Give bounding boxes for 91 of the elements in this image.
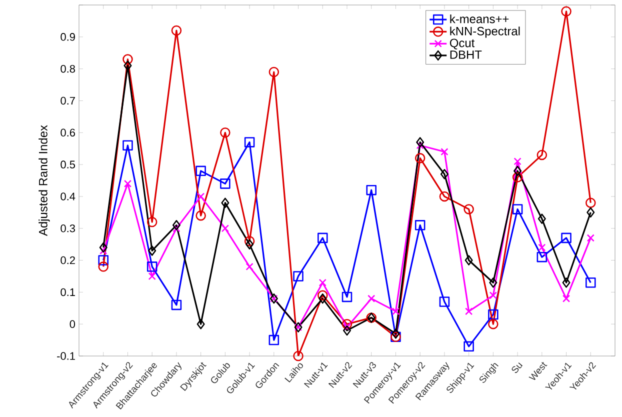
point — [148, 272, 156, 280]
point — [440, 168, 448, 180]
point — [440, 148, 448, 156]
point — [562, 277, 570, 288]
y-tick-label: 0.3 — [60, 224, 75, 232]
point — [318, 232, 328, 244]
point — [221, 198, 230, 208]
y-tick-label: 0.8 — [60, 64, 75, 73]
point — [318, 290, 328, 301]
point — [416, 142, 424, 150]
point — [318, 278, 326, 286]
point — [246, 262, 254, 270]
point — [342, 325, 352, 336]
point — [244, 236, 255, 246]
point — [414, 220, 426, 230]
point — [98, 255, 108, 266]
point — [512, 204, 523, 214]
y-tick-label: 0.1 — [60, 288, 75, 296]
point — [586, 234, 594, 242]
point — [122, 140, 133, 151]
legend-label: kNN-Spectral — [450, 26, 520, 38]
y-tick-label: 0.4 — [60, 192, 76, 200]
y-tick-label: 0.7 — [60, 96, 75, 105]
point — [464, 255, 473, 266]
point — [293, 350, 304, 362]
point — [489, 292, 498, 300]
point — [514, 158, 522, 166]
point — [268, 334, 280, 346]
point — [464, 341, 474, 352]
point — [171, 25, 182, 36]
point — [197, 192, 205, 200]
point — [536, 252, 548, 262]
x-tick-label: Su — [512, 362, 523, 373]
point — [196, 210, 206, 221]
point — [342, 292, 352, 302]
y-tick-label: 0.2 — [60, 256, 75, 264]
point — [293, 271, 304, 282]
point — [172, 220, 180, 230]
point — [561, 232, 572, 244]
point — [122, 54, 133, 64]
point — [342, 318, 352, 330]
point — [268, 66, 280, 78]
point — [146, 216, 158, 228]
legend-label: Qcut — [450, 38, 475, 50]
point — [586, 207, 595, 218]
point — [246, 239, 254, 250]
point — [392, 328, 400, 339]
point — [488, 309, 498, 320]
point — [489, 277, 498, 288]
point — [196, 166, 206, 176]
point — [586, 277, 596, 288]
point — [148, 246, 156, 256]
y-tick-label: 0.6 — [60, 128, 75, 137]
point — [99, 242, 108, 253]
point — [512, 172, 523, 182]
point — [536, 150, 548, 160]
legend-label: DBHT — [450, 50, 482, 59]
point — [124, 180, 132, 188]
point — [171, 300, 182, 310]
point — [464, 204, 474, 214]
point — [562, 294, 570, 302]
y-tick-label: 0.5 — [60, 160, 76, 168]
point — [538, 244, 546, 252]
y-axis-title: Adjusted Rand Index — [38, 125, 50, 236]
point — [366, 184, 376, 196]
point — [439, 296, 450, 307]
point — [392, 308, 400, 316]
point — [414, 153, 426, 164]
point — [439, 191, 450, 202]
point — [465, 308, 473, 316]
point — [124, 60, 132, 71]
point — [100, 246, 108, 255]
point — [416, 137, 424, 148]
y-tick-label: -0.1 — [57, 352, 75, 360]
point — [488, 318, 498, 330]
point — [196, 318, 205, 330]
point — [538, 214, 546, 224]
point — [586, 198, 596, 208]
point — [244, 137, 255, 148]
point — [368, 294, 376, 302]
point — [221, 224, 230, 232]
point — [561, 6, 572, 17]
y-tick-label: 0.9 — [60, 33, 75, 41]
point — [318, 293, 327, 304]
legend-label: k-means++ — [450, 14, 509, 24]
y-tick-label: 0 — [70, 320, 76, 328]
point — [220, 128, 230, 138]
point — [98, 262, 108, 272]
point — [514, 166, 522, 176]
point — [146, 262, 158, 272]
point — [220, 178, 230, 189]
